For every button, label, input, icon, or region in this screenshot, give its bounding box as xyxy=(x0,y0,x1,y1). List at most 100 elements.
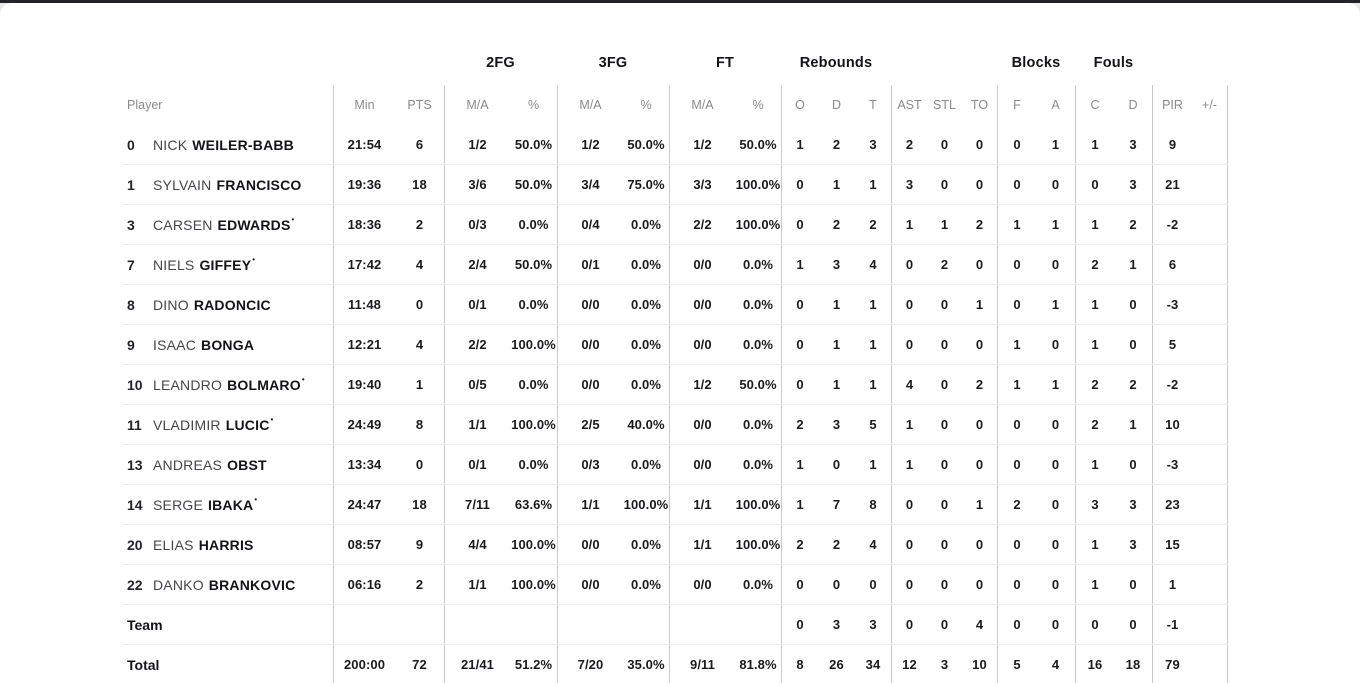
group-header-rebounds: Rebounds xyxy=(799,54,873,71)
stat-ast: 0 xyxy=(891,605,927,644)
table-row: 14 SERGE IBAKA • 24:47 18 7/11 63.6% 1/1 100.0% 1/… xyxy=(123,485,1228,525)
stat-ft-pct xyxy=(735,605,781,644)
stat-blk-f: 5 xyxy=(997,645,1036,683)
player-cell: 14 SERGE IBAKA • xyxy=(123,485,333,524)
stat-reb-t: 4 xyxy=(869,537,877,552)
stat-to: 0 xyxy=(975,177,984,192)
stat-min: 24:49 xyxy=(333,405,395,444)
stat-reb-t: 1 xyxy=(869,177,877,192)
stat-foul-c: 1 xyxy=(1075,325,1114,364)
stat-reb-o: 0 xyxy=(781,565,818,604)
col-header-ast: AST xyxy=(891,85,927,125)
stat-ft-ma: 1/2 xyxy=(669,365,735,404)
player-first-name: SYLVAIN xyxy=(153,176,212,193)
stat-plus-minus xyxy=(1192,485,1228,524)
stat-foul-c: 0 xyxy=(1075,605,1114,644)
player-number: 14 xyxy=(127,496,143,513)
stat-ft-ma xyxy=(669,605,735,644)
stat-fg3-pct: 40.0% xyxy=(627,417,665,432)
table-row: 20 ELIAS HARRIS 08:57 9 4/4 100.0% 0/0 0.0% 1/1 10… xyxy=(123,525,1228,565)
stat-ast: 0 xyxy=(891,485,927,524)
stat-blk-a: 0 xyxy=(1051,617,1060,632)
stat-fg3-pct: 75.0% xyxy=(627,177,665,192)
stat-ft-pct: 0.0% xyxy=(742,417,774,432)
stat-fg3-pct: 35.0% xyxy=(627,657,665,672)
stat-fg3-pct: 50.0% xyxy=(627,137,665,152)
stat-reb-d: 3 xyxy=(832,417,841,432)
stat-fg2-pct: 50.0% xyxy=(514,257,553,272)
stat-ast: 1 xyxy=(891,405,927,444)
starter-indicator: • xyxy=(270,415,274,424)
stat-min: 13:34 xyxy=(333,445,395,484)
player-last-name: BOLMARO xyxy=(227,376,301,393)
stat-reb-t: 8 xyxy=(869,497,877,512)
table-row: Team 0 3 3 0 0 4 0 0 0 0 -1 xyxy=(123,605,1228,645)
col-header-reb-t: T xyxy=(869,98,877,112)
stat-reb-t: 5 xyxy=(869,417,877,432)
player-last-name: FRANCISCO xyxy=(216,176,302,193)
stat-reb-t: 1 xyxy=(869,377,877,392)
stat-fg2-pct: 100.0% xyxy=(511,417,556,432)
stat-min: 17:42 xyxy=(333,245,395,284)
stat-to: 2 xyxy=(975,217,984,232)
stat-ft-pct: 100.0% xyxy=(735,537,781,552)
stat-fg3-pct: 0.0% xyxy=(630,537,662,552)
stat-fg3-ma: 1/2 xyxy=(557,125,623,164)
stat-fg2-pct: 100.0% xyxy=(511,537,556,552)
stat-pir: 23 xyxy=(1152,485,1192,524)
starter-indicator: • xyxy=(254,495,258,504)
stat-blk-f: 0 xyxy=(997,605,1036,644)
stat-blk-f: 0 xyxy=(997,405,1036,444)
stat-fg3-ma: 0/0 xyxy=(557,325,623,364)
stat-stl: 2 xyxy=(940,257,949,272)
stat-pir: 15 xyxy=(1152,525,1192,564)
stat-reb-t: 2 xyxy=(869,217,877,232)
stat-stl: 0 xyxy=(940,377,949,392)
stat-stl: 0 xyxy=(940,497,949,512)
stat-blk-f: 0 xyxy=(997,565,1036,604)
table-row: Total 200:00 72 21/41 51.2% 7/20 35.0% 9/11 81.8… xyxy=(123,645,1228,683)
stat-plus-minus xyxy=(1192,605,1228,644)
player-last-name: EDWARDS xyxy=(217,216,291,233)
stat-ft-pct: 50.0% xyxy=(739,137,777,152)
stat-pts: 18 xyxy=(412,177,427,192)
player-number: 7 xyxy=(127,256,135,273)
player-last-name: IBAKA xyxy=(208,496,254,513)
stat-ft-pct: 0.0% xyxy=(742,577,774,592)
stat-fg2-ma: 1/1 xyxy=(444,565,510,604)
stat-pts: 6 xyxy=(415,137,424,152)
stat-reb-d: 0 xyxy=(832,457,841,472)
stat-blk-a: 0 xyxy=(1051,337,1060,352)
stat-foul-d: 3 xyxy=(1129,537,1137,552)
stat-blk-f: 0 xyxy=(997,245,1036,284)
stat-reb-d: 2 xyxy=(832,537,841,552)
stat-blk-f: 0 xyxy=(997,285,1036,324)
col-header-foul-c: C xyxy=(1075,85,1114,125)
stat-fg3-pct: 0.0% xyxy=(630,457,662,472)
stat-reb-d: 3 xyxy=(832,257,841,272)
stat-plus-minus xyxy=(1192,245,1228,284)
row-label: Total xyxy=(127,656,160,673)
stat-reb-o: 0 xyxy=(781,165,818,204)
stat-pir: 1 xyxy=(1152,565,1192,604)
stat-plus-minus xyxy=(1192,405,1228,444)
stat-fg2-ma: 0/1 xyxy=(444,285,510,324)
group-header-fouls: Fouls xyxy=(1093,54,1134,71)
stat-stl: 1 xyxy=(940,217,949,232)
stat-ast: 0 xyxy=(891,245,927,284)
stat-min xyxy=(333,605,395,644)
stat-pts: 4 xyxy=(415,257,424,272)
stat-ast: 0 xyxy=(891,565,927,604)
boxscore-table: 2FG 3FG FT Rebounds Blocks Fouls Player … xyxy=(123,40,1228,683)
col-header-plus-minus: +/- xyxy=(1192,85,1228,125)
stat-pir: 21 xyxy=(1152,165,1192,204)
col-header-reb-d: D xyxy=(831,98,842,112)
stat-to: 1 xyxy=(975,497,984,512)
col-header-2fg-ma: M/A xyxy=(444,85,510,125)
stat-fg2-ma: 7/11 xyxy=(444,485,510,524)
stat-to: 1 xyxy=(975,297,984,312)
stat-stl: 0 xyxy=(940,617,949,632)
stat-pir: -3 xyxy=(1152,285,1192,324)
stat-min: 06:16 xyxy=(333,565,395,604)
table-row: 22 DANKO BRANKOVIC 06:16 2 1/1 100.0% 0/0 0.0% 0/… xyxy=(123,565,1228,605)
